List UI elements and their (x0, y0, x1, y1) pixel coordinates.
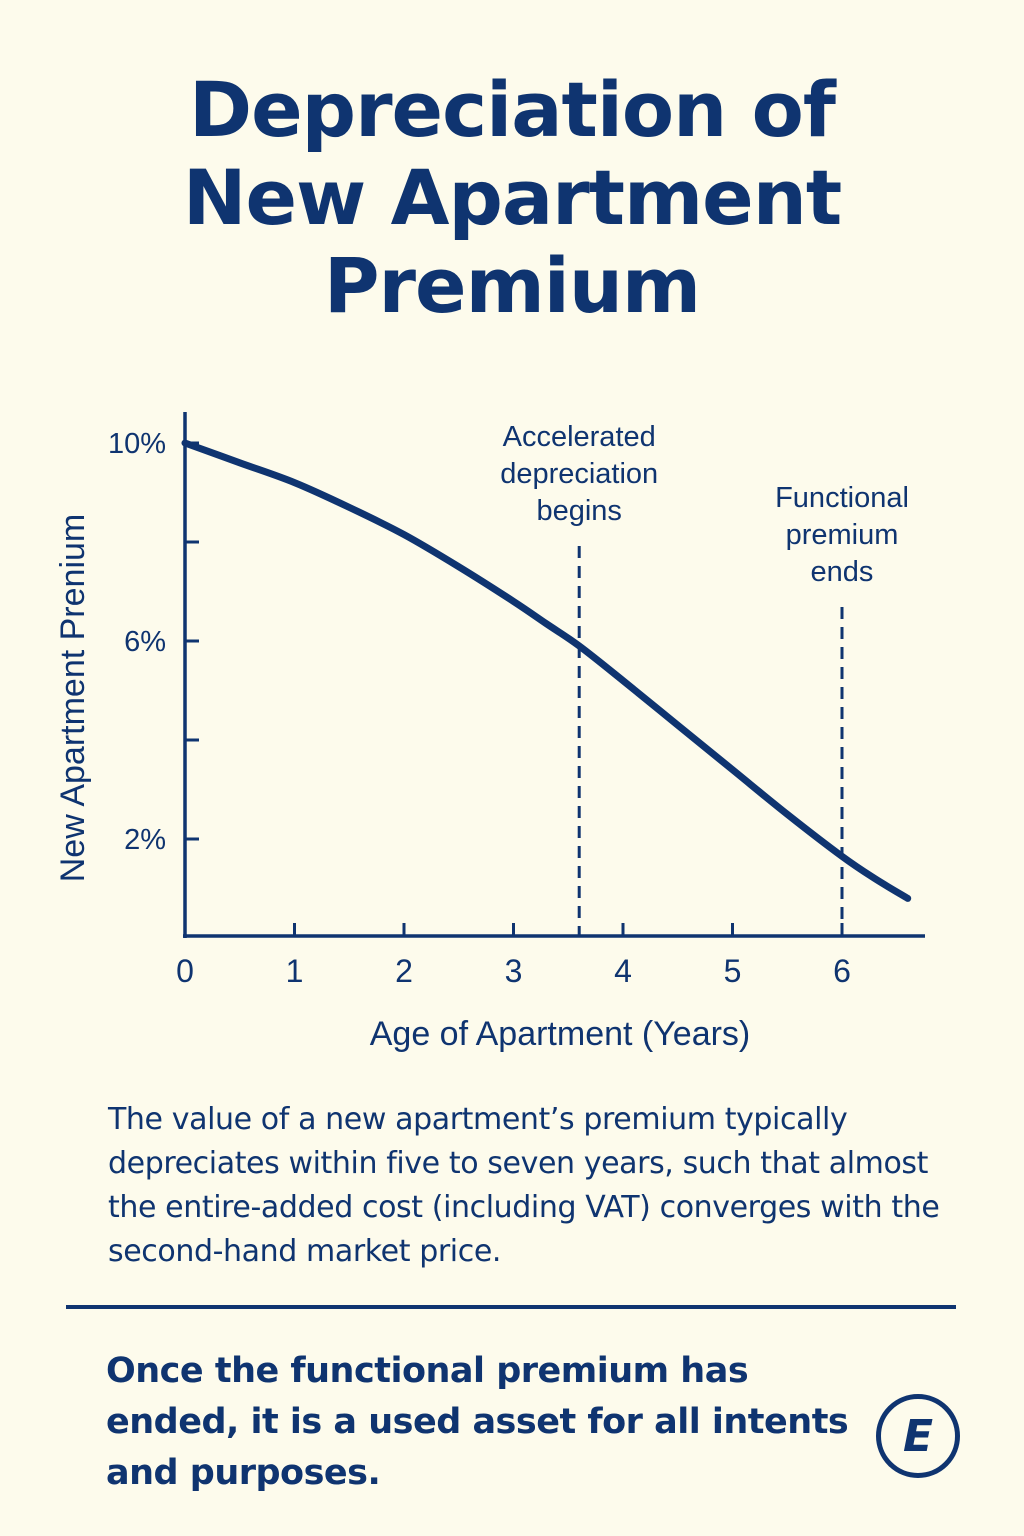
title-line-3: Premium (323, 241, 701, 330)
chart-series (181, 439, 912, 902)
annotations: Accelerated depreciation begins Functional p… (500, 421, 909, 936)
x-tick-label: 4 (614, 953, 632, 989)
logo-e-icon: E (876, 1394, 960, 1478)
y-axis-label: New Apartment Prenium (54, 514, 92, 883)
logo-letter: E (902, 1410, 934, 1462)
divider (66, 1305, 956, 1309)
series-line (181, 439, 912, 902)
annotation-label: ends (811, 556, 874, 588)
title-line-1: Depreciation of (189, 65, 836, 154)
x-tick-label: 6 (833, 953, 851, 989)
x-tick-label: 3 (505, 953, 523, 989)
annotation-label: Functional (775, 482, 909, 514)
chart-labels: 0 1 2 3 4 5 6 10% 6% 2% Age of Apartment (Years) Ne… (54, 428, 851, 1053)
x-tick-label: 1 (286, 953, 304, 989)
y-tick-label: 10% (108, 428, 166, 460)
annotation-label: depreciation (500, 458, 658, 490)
chart-axes (183, 412, 925, 938)
y-tick-label: 2% (124, 824, 166, 856)
conclusion-text: Once the functional premium has ended, i… (106, 1351, 849, 1493)
y-tick-label: 6% (124, 626, 166, 658)
title-line-2: New Apartment (182, 153, 842, 242)
annotation-label: premium (786, 519, 899, 551)
annotation-label: begins (536, 495, 621, 527)
x-tick-label: 2 (395, 953, 413, 989)
page-title: Depreciation of New Apartment Premium (0, 66, 1024, 330)
depreciation-chart: Accelerated depreciation begins Functional p… (54, 412, 925, 1053)
x-tick-label: 5 (724, 953, 742, 989)
annotation-label: Accelerated (503, 421, 656, 453)
description-text: The value of a new apartment’s premium t… (108, 1102, 940, 1269)
x-axis-label: Age of Apartment (Years) (370, 1015, 751, 1053)
x-tick-label: 0 (176, 953, 194, 989)
